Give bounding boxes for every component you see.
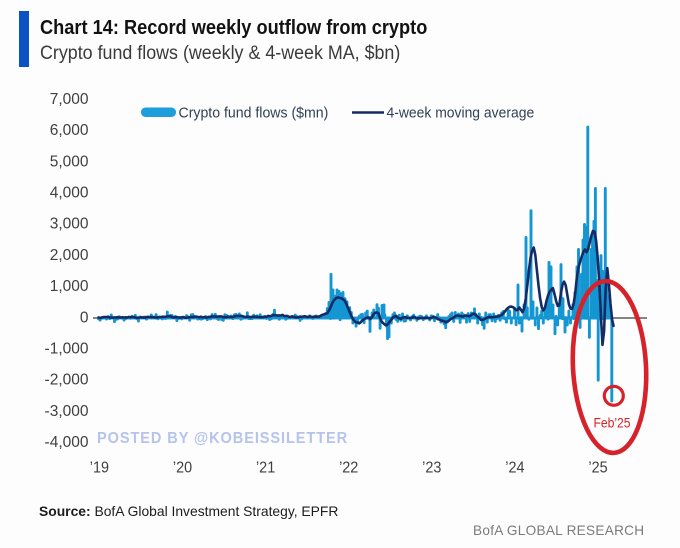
svg-text:’19: ’19 [90,459,109,477]
svg-text:’22: ’22 [339,459,358,477]
svg-text:6,000: 6,000 [50,122,89,139]
svg-text:-2,000: -2,000 [45,372,89,389]
svg-text:’23: ’23 [422,459,441,477]
svg-text:1,000: 1,000 [50,278,89,295]
svg-text:7,000: 7,000 [50,91,89,108]
svg-text:Crypto fund flows ($mn): Crypto fund flows ($mn) [179,105,329,121]
svg-text:4,000: 4,000 [50,185,89,202]
svg-text:4-week moving average: 4-week moving average [387,105,535,121]
svg-text:’24: ’24 [505,459,524,477]
svg-text:-4,000: -4,000 [45,434,89,451]
svg-text:0: 0 [80,309,89,326]
svg-text:-1,000: -1,000 [45,341,89,358]
svg-text:’20: ’20 [173,459,192,477]
svg-text:’25: ’25 [588,459,607,477]
svg-text:’21: ’21 [256,459,275,477]
svg-text:2,000: 2,000 [50,247,89,264]
svg-text:5,000: 5,000 [50,153,89,170]
svg-text:Feb’25: Feb’25 [593,415,630,431]
svg-text:3,000: 3,000 [50,216,89,233]
svg-text:-3,000: -3,000 [45,403,89,420]
